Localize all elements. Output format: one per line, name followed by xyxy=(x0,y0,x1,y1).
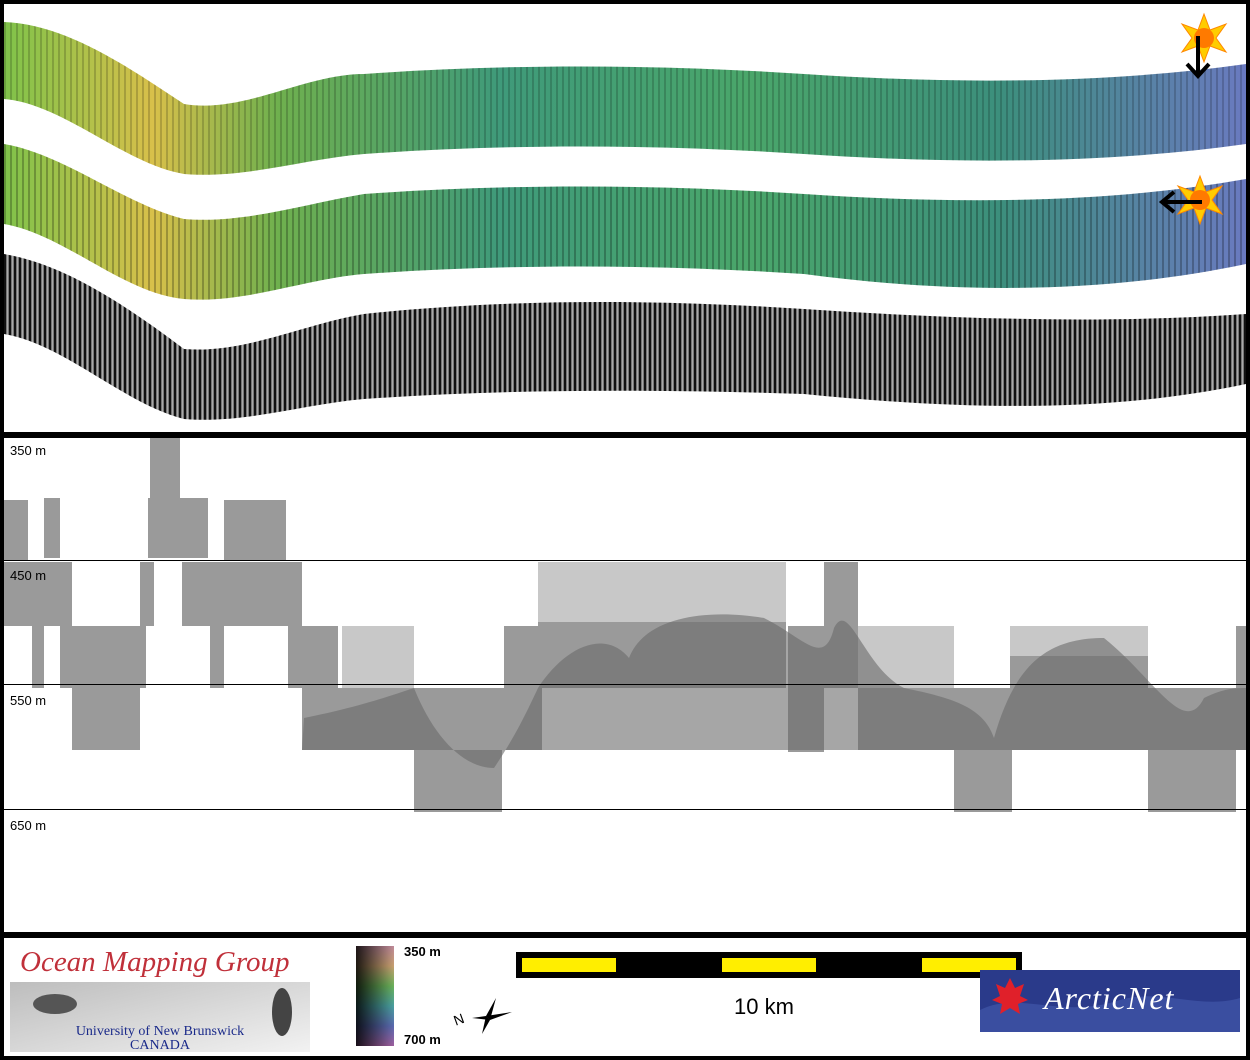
maple-leaf-icon xyxy=(992,978,1028,1014)
depth-label-550: 550 m xyxy=(10,693,47,708)
arcticnet-text: ArcticNet xyxy=(1044,980,1175,1016)
depth-gridline xyxy=(4,560,1246,561)
colorbar-bottom-label: 700 m xyxy=(404,1032,441,1047)
scale-label: 10 km xyxy=(734,994,794,1019)
omg-university: University of New Brunswick xyxy=(75,1024,245,1039)
scale-bar xyxy=(516,952,1022,978)
depth-label-350: 350 m xyxy=(10,443,47,458)
omg-title: Ocean Mapping Group xyxy=(20,946,290,978)
ocean-mapping-group-logo: Ocean Mapping Group University of New Br… xyxy=(10,942,310,1053)
swath-backscatter xyxy=(4,254,1246,420)
depth-label-650: 650 m xyxy=(10,818,47,833)
colorbar-top-label: 350 m xyxy=(404,944,441,959)
subbottom-profile-panel: 350 m 450 m 550 m 650 m xyxy=(4,438,1246,932)
north-arrow-icon: N xyxy=(452,998,512,1034)
sun-icon xyxy=(1180,12,1228,64)
profile-image xyxy=(4,438,1246,812)
depth-gridline xyxy=(4,809,1246,810)
swath-map xyxy=(4,12,1246,420)
swath-map-panel xyxy=(4,4,1246,432)
arrow-down-icon xyxy=(1185,36,1211,79)
arcticnet-logo xyxy=(980,970,1240,1032)
depth-label-450: 450 m xyxy=(10,568,47,583)
arrow-left-icon xyxy=(1158,190,1202,214)
depth-gridline xyxy=(4,684,1246,685)
depth-colorbar xyxy=(356,946,394,1046)
legend-panel: Ocean Mapping Group University of New Br… xyxy=(4,938,1246,1056)
north-letter: N xyxy=(452,1010,466,1028)
omg-country: CANADA xyxy=(130,1038,190,1053)
